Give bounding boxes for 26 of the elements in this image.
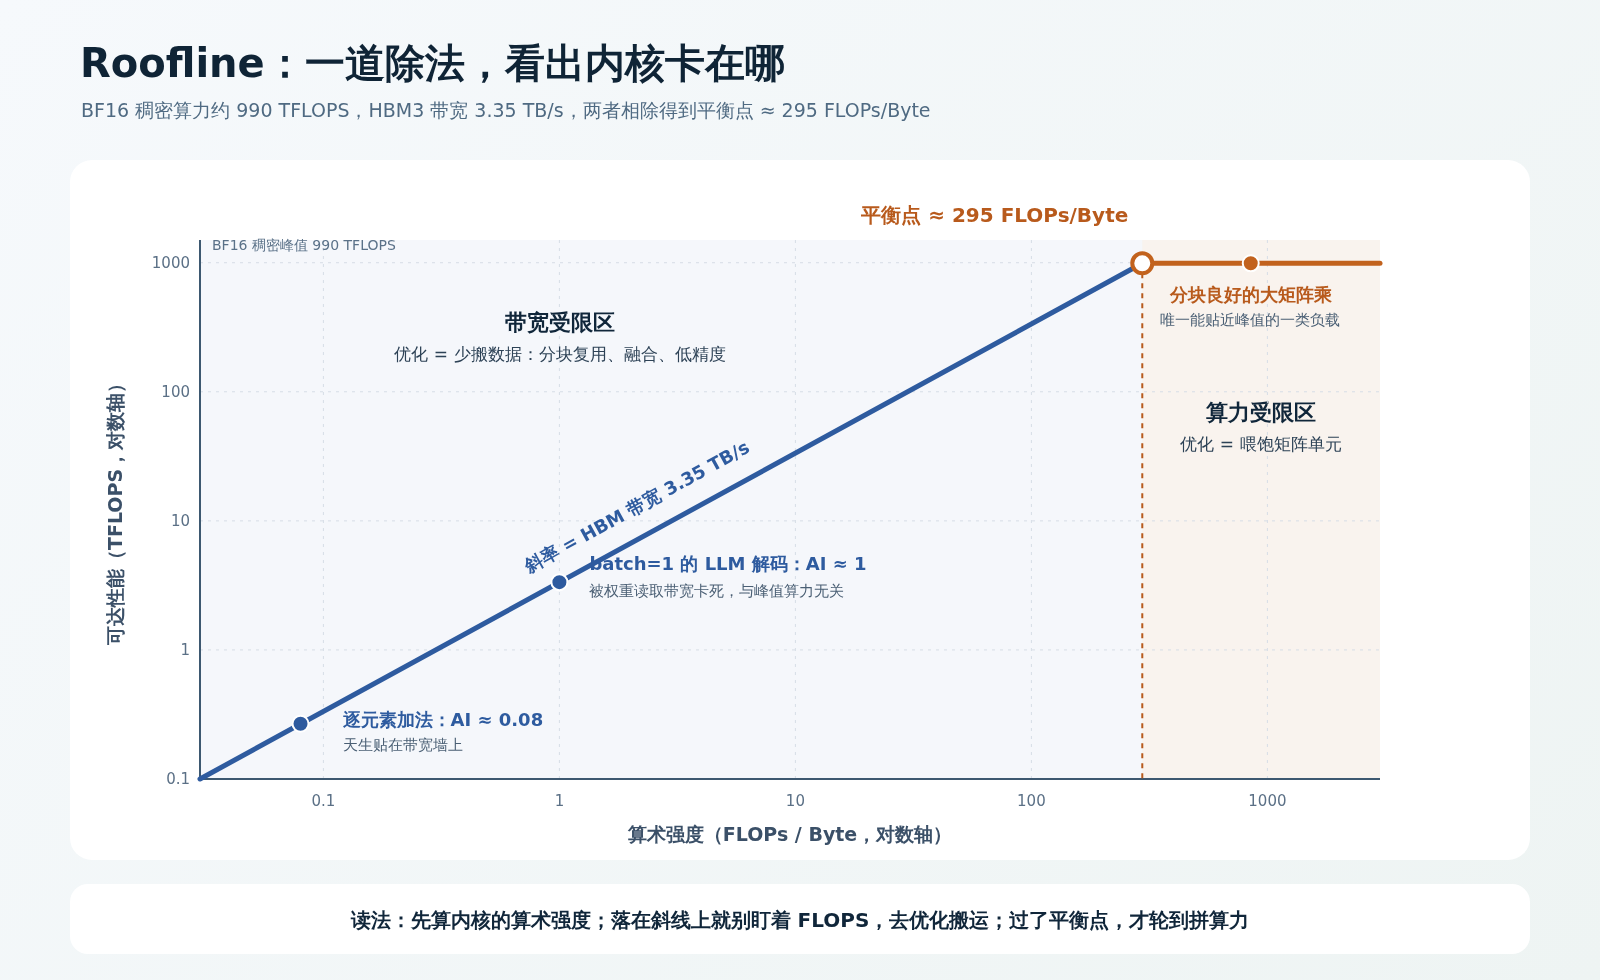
ref-line-label: 平衡点 ≈ 295 FLOPs/Byte bbox=[860, 203, 1129, 227]
annotation: 带宽受限区 bbox=[505, 310, 615, 335]
band-label: 算力受限区 bbox=[1205, 400, 1317, 425]
chart-title: Roofline：一道除法，看出内核卡在哪 bbox=[80, 40, 785, 86]
annotation: 优化 = 少搬数据：分块复用、融合、低精度 bbox=[394, 344, 726, 364]
y-tick-label: 1000 bbox=[151, 253, 190, 272]
y-axis-title: 可达性能（TFLOPS，对数轴） bbox=[104, 373, 126, 647]
x-axis-title: 算术强度（FLOPs / Byte，对数轴） bbox=[626, 823, 953, 845]
x-tick-label: 10 bbox=[785, 792, 805, 810]
x-tick-label: 100 bbox=[1017, 792, 1046, 810]
annotation: 天生贴在带宽墙上 bbox=[342, 735, 463, 754]
annotation: 唯一能贴近峰值的一类负载 bbox=[1160, 311, 1340, 329]
text: 读法：先算内核的算术强度；落在斜线上就别盯着 FLOPS，去优化搬运；过了平衡点，才轮到拼算力 bbox=[349, 908, 1250, 932]
x-tick-label: 1000 bbox=[1248, 792, 1287, 810]
x-tick-label: 1 bbox=[554, 792, 565, 810]
annotation: BF16 稠密峰值 990 TFLOPS bbox=[212, 237, 396, 253]
y-tick-label: 1 bbox=[180, 640, 190, 659]
y-tick-label: 10 bbox=[170, 511, 190, 530]
chart-subtitle: BF16 稠密算力约 990 TFLOPS，HBM3 带宽 3.35 TB/s，两者相除得到平衡点 ≈ 295 FLOPs/Byte bbox=[81, 99, 931, 121]
annotation: 优化 = 喂饱矩阵单元 bbox=[1180, 434, 1342, 454]
y-tick-label: 0.1 bbox=[166, 770, 190, 788]
annotation: 逐元素加法：AI ≈ 0.08 bbox=[341, 708, 544, 730]
y-tick-label: 100 bbox=[161, 382, 190, 401]
x-tick-label: 0.1 bbox=[311, 792, 336, 810]
annotation: 分块良好的大矩阵乘 bbox=[1168, 284, 1333, 306]
annotation: 被权重读取带宽卡死，与峰值算力无关 bbox=[589, 582, 845, 601]
